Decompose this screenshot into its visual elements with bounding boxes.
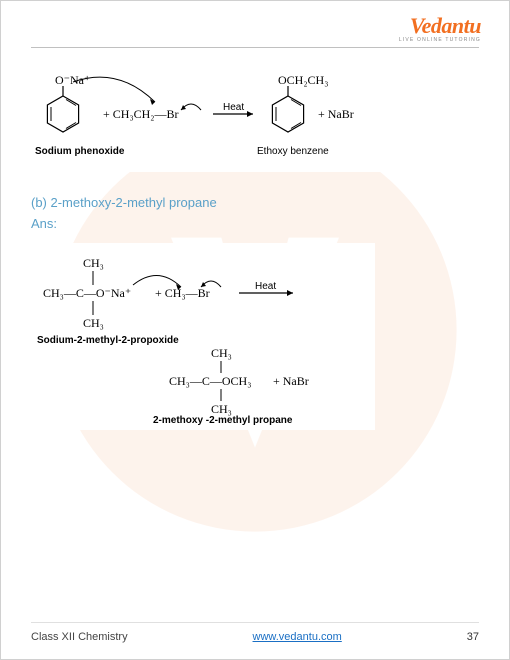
- reaction-1-heat: Heat: [223, 102, 244, 113]
- reaction-1-byproduct: + NaBr: [318, 107, 354, 121]
- main-content: O⁻Na⁺ + CH₃CH₂—Br Heat: [31, 58, 479, 440]
- question-b-text: (b) 2-methoxy-2-methyl propane: [31, 195, 479, 210]
- brand-block: Vedantu LIVE ONLINE TUTORING: [399, 13, 481, 43]
- brand-tagline: LIVE ONLINE TUTORING: [399, 37, 481, 43]
- header-rule: [31, 47, 479, 48]
- answer-label: Ans:: [31, 216, 479, 231]
- reaction-2-diagram: CH₃ CH₃—C—O⁻Na⁺ CH₃ + CH₃—Br Heat Sodium…: [31, 243, 375, 430]
- svg-text:+ CH₃—Br: + CH₃—Br: [155, 286, 210, 300]
- footer-link[interactable]: www.vedantu.com: [253, 631, 342, 643]
- reaction-1-reactant-name: Sodium phenoxide: [35, 146, 125, 157]
- reaction-1-diagram: O⁻Na⁺ + CH₃CH₂—Br Heat: [31, 64, 415, 172]
- reaction-2-byproduct: + NaBr: [273, 374, 309, 388]
- svg-text:CH₃: CH₃: [211, 346, 232, 360]
- svg-text:CH₃—C—OCH₃: CH₃—C—OCH₃: [169, 374, 251, 388]
- reaction-2-reactant-name: Sodium-2-methyl-2-propoxide: [37, 335, 179, 346]
- svg-text:CH₃: CH₃: [211, 402, 232, 416]
- page-footer: Class XII Chemistry www.vedantu.com 37: [31, 622, 479, 643]
- svg-text:CH₃: CH₃: [83, 256, 104, 270]
- brand-name: Vedantu: [399, 13, 481, 39]
- svg-text:Heat: Heat: [255, 281, 276, 292]
- svg-text:CH₃: CH₃: [83, 316, 104, 330]
- reaction-1-product-name: Ethoxy benzene: [257, 146, 329, 157]
- ethoxy-group: OCH₂CH₃: [278, 73, 328, 87]
- svg-text:CH₃—C—O⁻Na⁺: CH₃—C—O⁻Na⁺: [43, 286, 131, 300]
- page-number: 37: [467, 631, 479, 643]
- phenoxide-o-label: O⁻Na⁺: [55, 73, 90, 87]
- footer-left: Class XII Chemistry: [31, 631, 128, 643]
- reaction-1-reagent: + CH₃CH₂—Br: [103, 107, 178, 121]
- reaction-2-product-name-below: 2-methoxy -2-methyl propane: [153, 415, 373, 426]
